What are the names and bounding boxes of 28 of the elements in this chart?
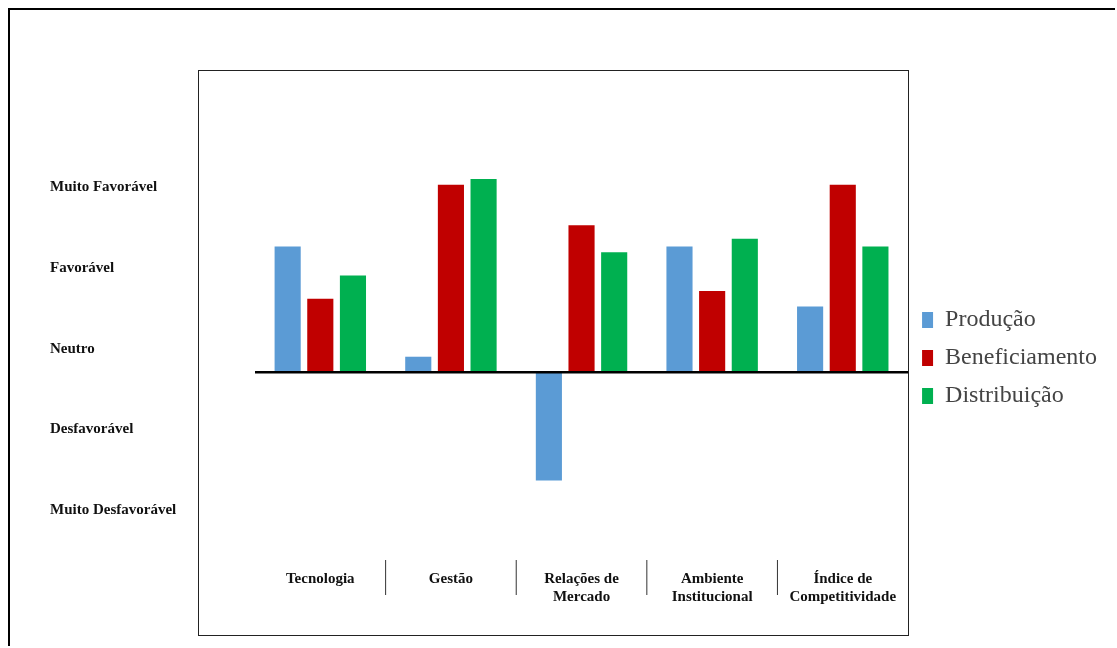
text: Desfavorável (50, 420, 135, 438)
text: Muito Favorável (50, 178, 159, 195)
bar (862, 246, 889, 373)
text: Neutro (50, 339, 96, 357)
bar (699, 291, 726, 373)
bar (274, 246, 301, 373)
legend-label: Beneficiamento (945, 343, 1097, 370)
bar (829, 184, 856, 373)
bar (601, 252, 628, 373)
x-tick-label: Relações de Mercado (544, 569, 620, 604)
bar (437, 184, 464, 373)
bar (568, 225, 595, 373)
bar (307, 298, 334, 373)
text: Muito Desfavorável (50, 501, 177, 518)
legend-label: Distribuição (945, 381, 1064, 408)
x-tick-label: Gestão (428, 569, 474, 586)
bar (666, 246, 693, 373)
bar (535, 372, 562, 481)
x-tick-label: Ambiente Institucional (671, 569, 753, 604)
bar (470, 178, 497, 373)
bar (405, 356, 432, 373)
x-tick-label: Tecnologia (285, 569, 356, 586)
bar (797, 306, 824, 373)
text: Favorável (50, 258, 116, 276)
bar (731, 238, 758, 373)
x-tick-label: Índice de Competitividade (789, 569, 897, 604)
legend-label: Produção (945, 305, 1036, 332)
bar (339, 275, 367, 373)
